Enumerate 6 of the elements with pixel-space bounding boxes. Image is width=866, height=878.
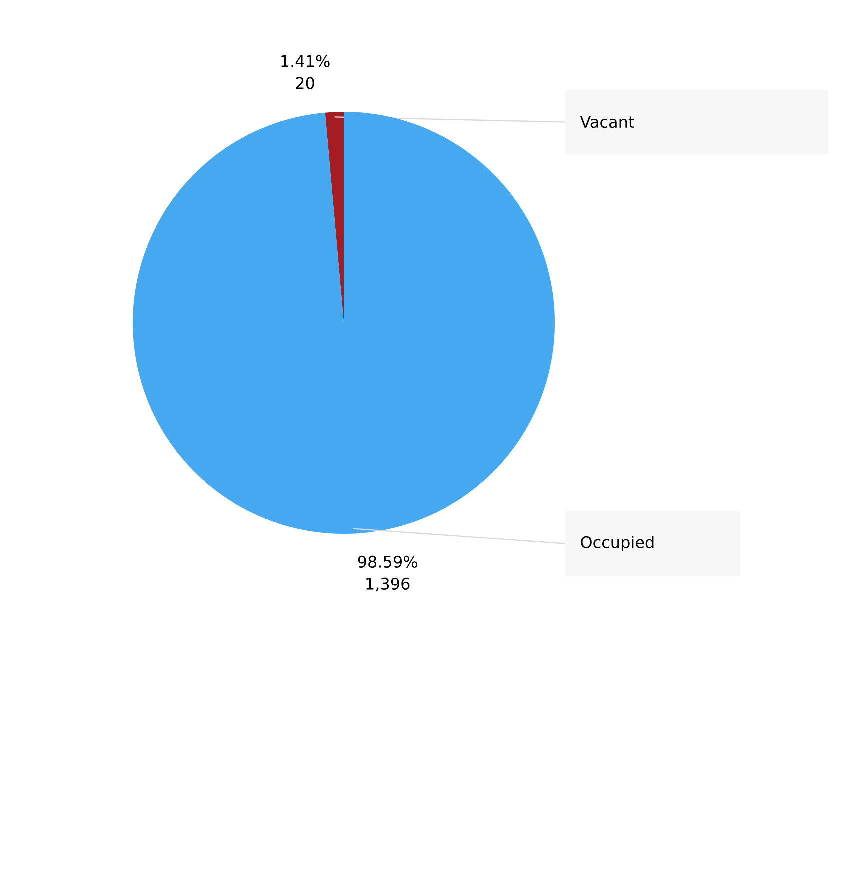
slice-label: Occupied <box>581 536 654 552</box>
data-label: 20 <box>296 77 314 90</box>
slice-label: Vacant <box>580 116 634 128</box>
text: 1.41% <box>282 55 330 68</box>
text: 98.59% <box>358 556 418 568</box>
data-label: 1,396 <box>366 578 410 592</box>
